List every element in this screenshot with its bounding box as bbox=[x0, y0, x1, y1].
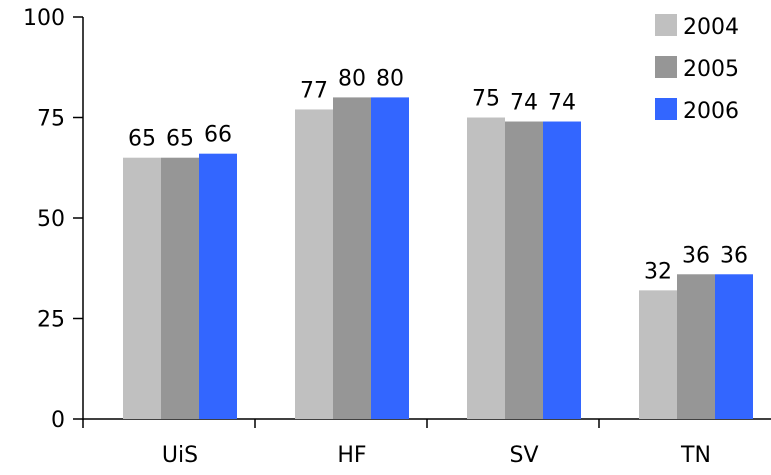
data-label: 74 bbox=[510, 91, 538, 116]
legend-swatch-2006 bbox=[655, 98, 677, 120]
data-label: 65 bbox=[128, 127, 156, 152]
legend-label: 2004 bbox=[683, 15, 739, 40]
y-tick-label: 100 bbox=[23, 6, 65, 31]
bar-2006-UiS bbox=[199, 154, 237, 419]
data-label: 75 bbox=[472, 87, 500, 112]
legend-label: 2005 bbox=[683, 57, 739, 82]
data-label: 36 bbox=[682, 243, 710, 268]
x-axis: UiS HF SV TN bbox=[83, 419, 771, 468]
data-label: 32 bbox=[644, 259, 672, 284]
bar-2005-TN bbox=[677, 274, 715, 419]
bar-2006-TN bbox=[715, 274, 753, 419]
legend-swatch-2004 bbox=[655, 14, 677, 36]
x-tick-label: HF bbox=[337, 443, 366, 468]
bar-2005-HF bbox=[333, 97, 371, 419]
data-label: 65 bbox=[166, 127, 194, 152]
x-tick-label: SV bbox=[509, 443, 538, 468]
bar-2004-TN bbox=[639, 290, 677, 419]
y-tick-label: 0 bbox=[51, 408, 65, 433]
data-label: 36 bbox=[720, 243, 748, 268]
legend-swatch-2005 bbox=[655, 56, 677, 78]
data-label: 80 bbox=[376, 66, 404, 91]
x-tick-label: TN bbox=[680, 443, 711, 468]
y-axis: 0 25 50 75 100 bbox=[23, 6, 83, 433]
bar-2006-SV bbox=[543, 122, 581, 419]
legend: 2004 2005 2006 bbox=[655, 14, 739, 124]
bar-2005-UiS bbox=[161, 158, 199, 419]
y-tick-label: 75 bbox=[37, 107, 65, 132]
data-label: 77 bbox=[300, 78, 328, 103]
data-label: 74 bbox=[548, 91, 576, 116]
y-tick-label: 50 bbox=[37, 207, 65, 232]
data-label: 66 bbox=[204, 123, 232, 148]
bar-2005-SV bbox=[505, 122, 543, 419]
data-label: 80 bbox=[338, 66, 366, 91]
legend-label: 2006 bbox=[683, 99, 739, 124]
bar-2004-UiS bbox=[123, 158, 161, 419]
bar-2006-HF bbox=[371, 97, 409, 419]
bar-2004-SV bbox=[467, 118, 505, 420]
y-tick-label: 25 bbox=[37, 308, 65, 333]
x-tick-label: UiS bbox=[162, 443, 198, 468]
bar-2004-HF bbox=[295, 109, 333, 419]
